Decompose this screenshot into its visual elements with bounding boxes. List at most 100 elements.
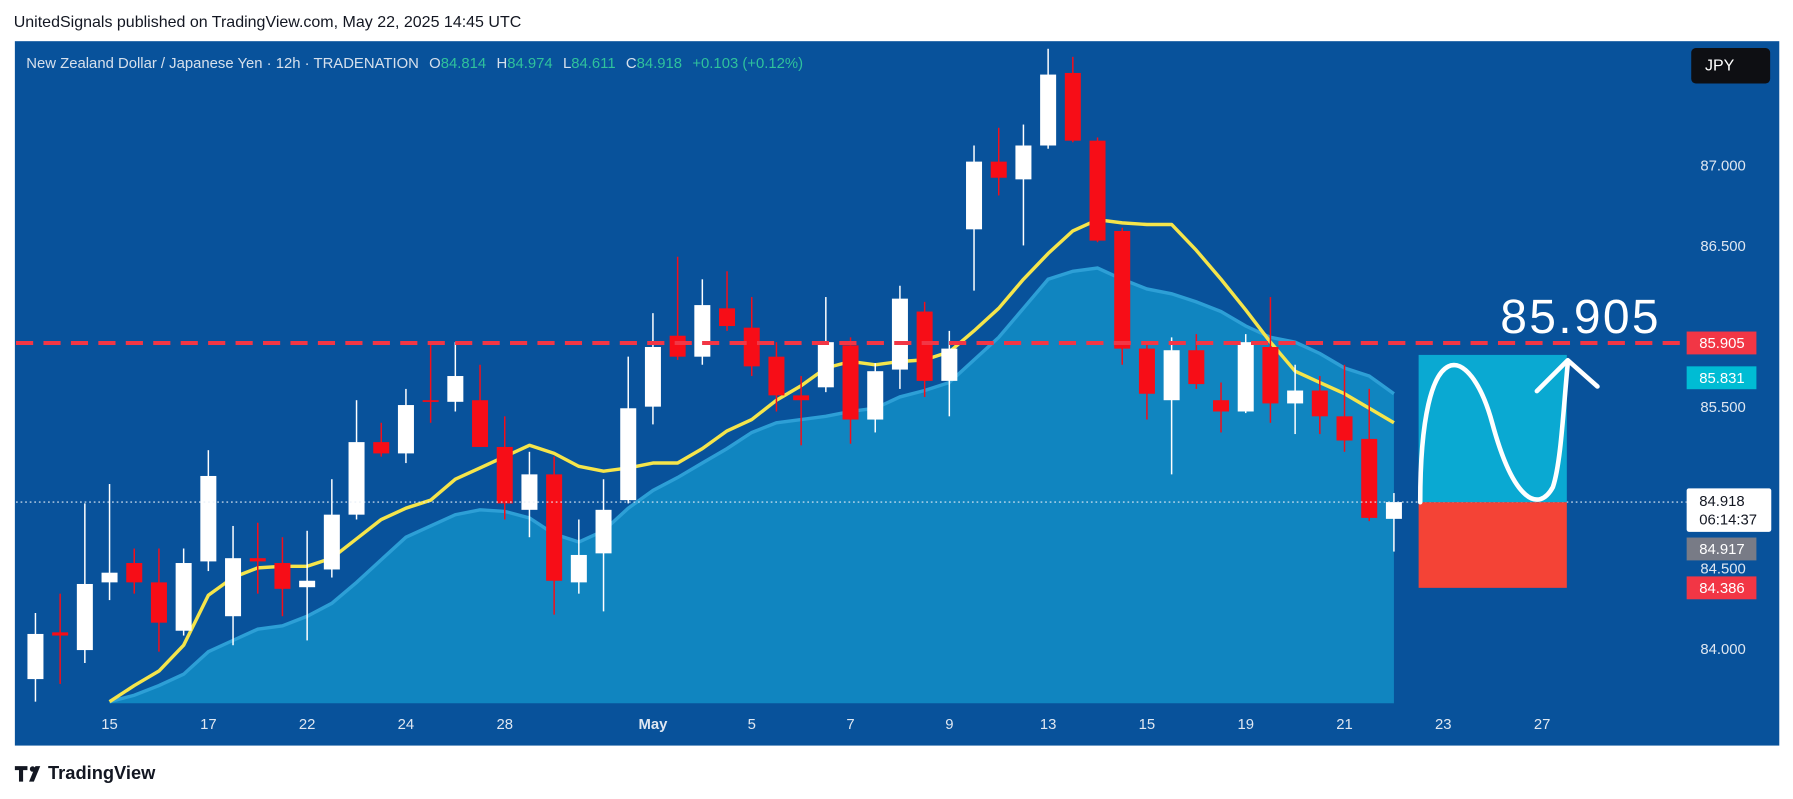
projection-curve (1417, 361, 1571, 505)
target-annotation: 85.905 (1500, 291, 1661, 344)
candle-body (27, 633, 44, 680)
legend-field: H (496, 56, 507, 72)
plot: 15 17 22 24 28 May 5 7 9 13 15 19 21 23 27 84.000 84.500… (16, 48, 1772, 733)
candle-body (743, 327, 760, 367)
y-tick-label: 85.500 (1700, 400, 1745, 416)
candle-body (521, 474, 538, 510)
y-tick-label: 84.000 (1700, 642, 1745, 658)
candle-body (867, 371, 884, 420)
stop-loss-label-bg (1686, 576, 1757, 600)
legend-field: C (626, 56, 637, 72)
candle-body (916, 311, 933, 381)
legend-field: O (429, 56, 441, 72)
stop-loss-label: 84.386 (1699, 581, 1744, 597)
candle-body (447, 376, 464, 402)
candle-body (620, 408, 637, 501)
candle-body (1385, 502, 1402, 519)
x-tick-label: 21 (1336, 717, 1353, 733)
target-price-label-bg (1686, 331, 1757, 355)
candle-body (842, 345, 859, 420)
candle-body (126, 563, 143, 583)
candle-body (1361, 438, 1378, 518)
take-profit-label: 85.831 (1699, 371, 1744, 387)
candle-body (570, 554, 587, 583)
candle-body (299, 580, 316, 588)
candle-body (472, 400, 489, 447)
x-tick-label: 15 (101, 717, 118, 733)
symbol: New Zealand Dollar / Japanese Yen · 12h … (26, 56, 419, 72)
ma-line (108, 217, 1395, 704)
y-tick-label: 86.500 (1700, 239, 1745, 255)
x-tick-label: 24 (398, 717, 415, 733)
candle-body (990, 161, 1007, 178)
candle-body (348, 442, 365, 515)
entry-label-bg (1686, 537, 1757, 561)
x-tick-label: 19 (1237, 717, 1254, 733)
currency-button[interactable]: JPY (1691, 48, 1771, 84)
countdown-label: 06:14:37 (1699, 512, 1757, 528)
x-tick-label: 7 (846, 717, 854, 733)
x-tick-label: 28 (496, 717, 513, 733)
x-tick-label: May (638, 717, 668, 733)
legend-value: 84.918 (637, 56, 682, 72)
y-tick-label: 84.500 (1700, 561, 1745, 577)
candle-body (496, 446, 513, 504)
candle-body (422, 400, 439, 402)
candle-body (1237, 342, 1254, 412)
target-price-label: 85.905 (1699, 336, 1744, 352)
logo-part (14, 766, 28, 782)
candle-body (1015, 145, 1032, 180)
last-price-label: 84.918 (1699, 494, 1744, 510)
candle-body (1114, 230, 1131, 349)
candle-body (175, 563, 192, 631)
x-tick-label: 5 (748, 717, 756, 733)
x-tick-label: 9 (945, 717, 953, 733)
candle-body (1188, 350, 1205, 385)
currency-label[interactable]: JPY (1705, 58, 1735, 75)
candle-body (200, 475, 217, 562)
legend-value: 84.814 (441, 56, 486, 72)
take-profit-label-bg (1686, 366, 1757, 390)
x-tick-label: 22 (299, 717, 316, 733)
last-price-label-bg (1686, 488, 1772, 532)
x-tick-label: 27 (1534, 717, 1551, 733)
legend-change: +0.103 (+0.12%) (692, 56, 803, 72)
candle-body (1287, 390, 1304, 404)
candle-body (1089, 140, 1106, 241)
legend-field: L (563, 56, 571, 72)
candle-body (373, 442, 390, 454)
logo-part (29, 766, 41, 782)
legend-value: 84.974 (507, 56, 552, 72)
candle-body (1064, 72, 1081, 141)
candle-body (1336, 416, 1353, 441)
candle-body (225, 558, 242, 617)
candle-body (274, 563, 291, 589)
candle-body (1213, 400, 1230, 412)
candle-body (546, 474, 563, 581)
candle-body (1163, 350, 1180, 401)
legend: New Zealand Dollar / Japanese Yen · 12h … (26, 56, 803, 72)
candle-body (768, 356, 785, 396)
x-tick-label: 17 (200, 717, 217, 733)
candle-body (891, 298, 908, 370)
candle-body (249, 558, 266, 562)
candle-body (694, 305, 711, 357)
candle-body (150, 582, 167, 623)
candle-body (966, 161, 983, 230)
ma-area-fill (109, 268, 1394, 704)
loss-zone (1418, 502, 1567, 588)
ma-area-line (109, 266, 1395, 704)
candle-body (76, 583, 93, 651)
y-tick-label: 87.000 (1700, 158, 1745, 174)
candle-body (397, 405, 414, 454)
candle-body (1040, 74, 1057, 146)
candle-body (719, 308, 736, 327)
candle-body (793, 395, 810, 401)
x-tick-label: 13 (1040, 717, 1057, 733)
currency-button-bg[interactable] (1691, 48, 1771, 84)
entry-label: 84.917 (1699, 542, 1744, 558)
candle-body (101, 572, 118, 583)
candle-body (817, 342, 834, 388)
